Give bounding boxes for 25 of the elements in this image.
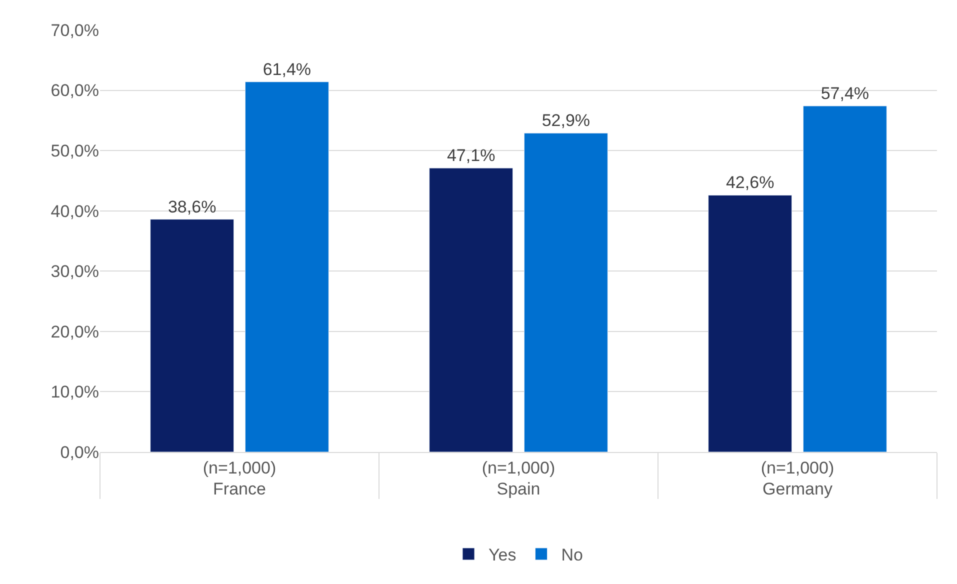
category-label: (n=1,000) France [202, 458, 276, 498]
legend-label: Yes [488, 546, 516, 565]
y-tick-label: 30,0% [50, 262, 99, 282]
legend-label: No [561, 546, 583, 565]
category-label: (n=1,000) Germany [760, 458, 834, 498]
y-tick-label: 40,0% [50, 202, 99, 221]
y-tick-label: 50,0% [50, 142, 99, 161]
bar [802, 106, 887, 452]
data-label: 61,4% [262, 60, 312, 79]
y-tick-label: 20,0% [50, 322, 99, 342]
data-label: 52,9% [542, 111, 590, 130]
category-label: (n=1,000) Spain [482, 458, 556, 498]
bar [708, 194, 792, 452]
data-label: 42,6% [726, 173, 774, 192]
data-label: 38,6% [168, 197, 216, 216]
y-tick-label: 10,0% [50, 382, 99, 402]
data-label: 47,1% [446, 146, 496, 166]
data-label: 57,4% [820, 84, 870, 103]
bar [429, 168, 514, 452]
bar [150, 219, 234, 452]
y-tick-label: 0,0% [60, 442, 99, 462]
bar [524, 132, 608, 452]
y-tick-label: 70,0% [50, 20, 99, 40]
bar [244, 82, 329, 452]
y-tick-label: 60,0% [50, 81, 99, 100]
